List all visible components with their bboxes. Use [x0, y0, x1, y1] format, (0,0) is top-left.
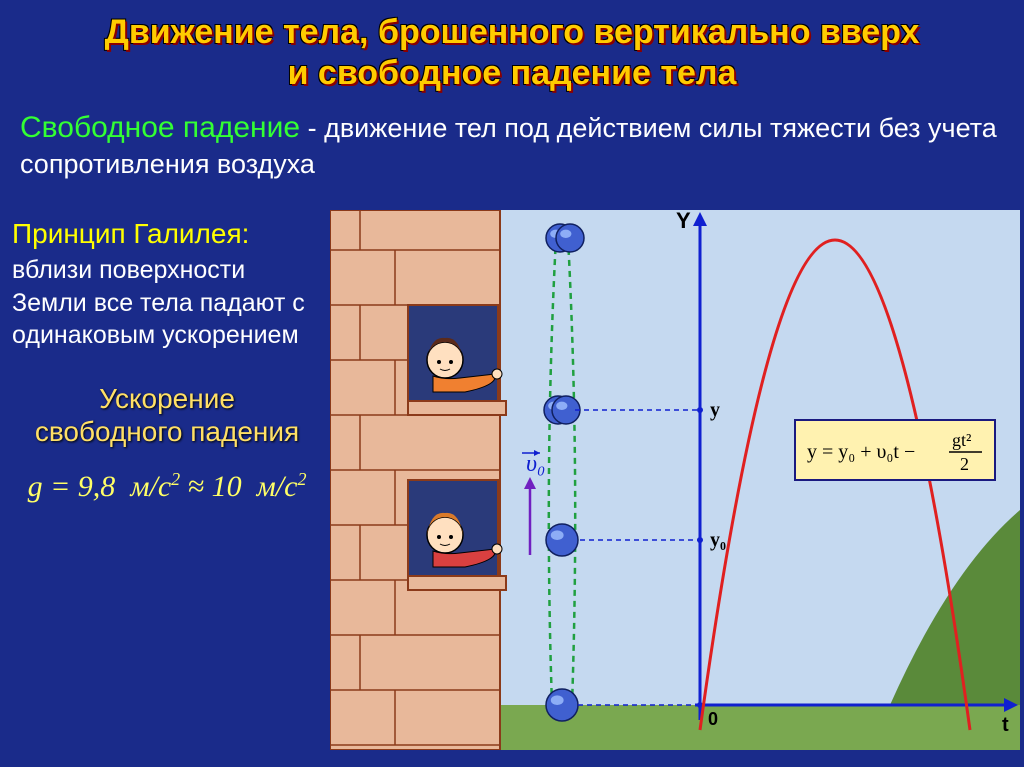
svg-text:t: t — [1002, 714, 1009, 736]
galileo-title: Принцип Галилея: — [12, 218, 322, 250]
v0-label: υ₀ — [526, 451, 545, 477]
title-line2: и свободное падение тела — [288, 54, 737, 92]
equation-box: y = y₀ + υ₀t − gt² 2 — [795, 420, 995, 480]
accel-line2: свободного падения — [35, 416, 299, 447]
galileo-body: вблизи поверхности Земли все тела падают… — [12, 254, 322, 352]
svg-text:2: 2 — [960, 454, 969, 474]
physics-diagram: υ₀ y y₀ Yt 0 y = y₀ + υ₀t − gt² 2 — [330, 210, 1020, 750]
acceleration-title: Ускорение свободного падения — [12, 382, 322, 449]
definition-term: Свободное падение — [20, 111, 300, 144]
svg-text:0: 0 — [708, 709, 718, 729]
svg-text:y₀: y₀ — [710, 529, 726, 551]
left-column: Принцип Галилея: вблизи поверхности Земл… — [12, 218, 322, 504]
svg-text:y: y — [710, 399, 720, 421]
definition-block: Свободное падение - движение тел под дей… — [0, 102, 1024, 188]
title-line1: Движение тела, брошенного вертикально вв… — [105, 13, 920, 51]
svg-text:y = y₀ + υ₀t −: y = y₀ + υ₀t − — [807, 441, 915, 463]
accel-line1: Ускорение — [99, 383, 235, 414]
g-formula: g = 9,8 м/с2 ≈ 10 м/с2 — [12, 469, 322, 504]
svg-text:gt²: gt² — [952, 430, 971, 450]
slide-title: Движение тела, брошенного вертикально вв… — [0, 0, 1024, 102]
svg-text:Y: Y — [676, 210, 691, 233]
